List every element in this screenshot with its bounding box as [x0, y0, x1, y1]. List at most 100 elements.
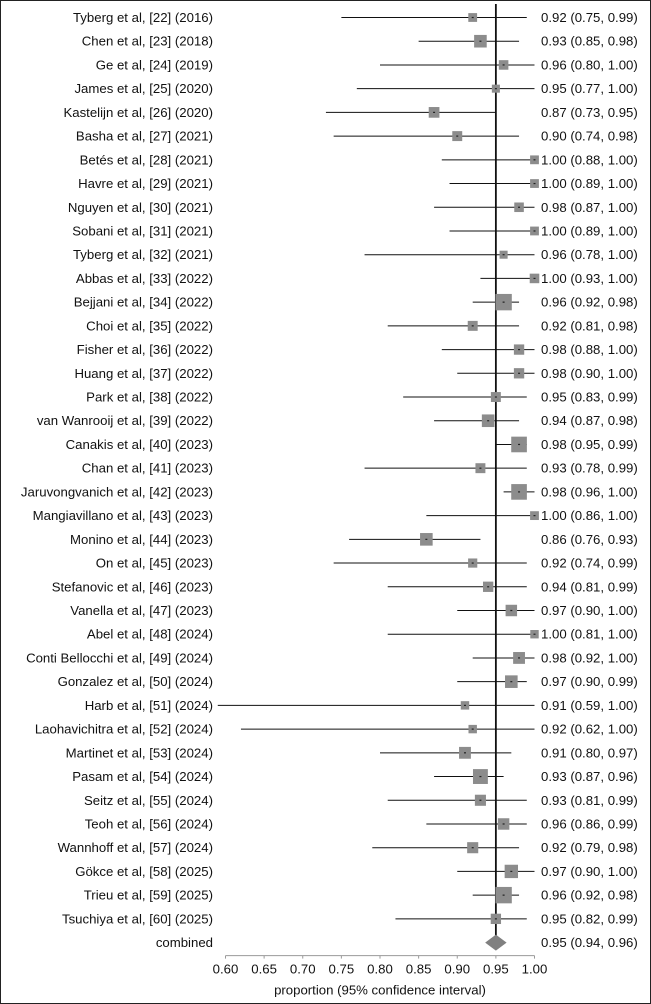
estimate-value: 1.00 (0.88, 1.00)	[541, 152, 638, 167]
point-estimate-dot	[494, 88, 497, 90]
point-estimate-dot	[471, 325, 474, 327]
point-estimate-dot	[518, 372, 521, 374]
estimate-value: 0.95 (0.77, 1.00)	[541, 81, 638, 96]
study-label: Choi et al, [35] (2022)	[86, 318, 213, 333]
point-estimate-dot	[533, 182, 536, 185]
study-label: Gökce et al, [58] (2025)	[75, 864, 213, 879]
estimate-value: 1.00 (0.81, 1.00)	[541, 627, 638, 642]
estimate-value: 0.98 (0.95, 0.99)	[541, 437, 638, 452]
estimate-value: 0.97 (0.90, 1.00)	[541, 603, 638, 618]
point-estimate-dot	[510, 870, 513, 873]
estimate-value: 0.98 (0.88, 1.00)	[541, 342, 638, 357]
estimate-value: 0.87 (0.73, 0.95)	[541, 105, 638, 120]
point-estimate-dot	[433, 111, 436, 113]
point-estimate-dot	[518, 206, 521, 208]
study-label: Abel et al, [48] (2024)	[87, 627, 213, 642]
study-label: Bejjani et al, [34] (2022)	[74, 295, 213, 310]
point-estimate-dot	[502, 301, 505, 303]
x-tick-label: 0.80	[367, 962, 393, 977]
study-label: Abbas et al, [33] (2022)	[76, 271, 213, 286]
x-tick-label: 0.85	[406, 962, 432, 977]
point-estimate-dot	[533, 230, 536, 232]
estimate-value: 0.96 (0.78, 1.00)	[541, 247, 638, 262]
point-estimate-dot	[487, 586, 490, 588]
x-tick-label: 0.70	[290, 962, 316, 977]
estimate-value: 0.90 (0.74, 0.98)	[541, 129, 638, 144]
point-estimate-dot	[502, 823, 505, 825]
study-label: van Wanrooij et al, [39] (2022)	[37, 413, 213, 428]
x-tick-label: 1.00	[522, 962, 548, 977]
study-label: Wannhoff et al, [57] (2024)	[58, 840, 213, 855]
point-estimate-dot	[479, 775, 482, 778]
point-estimate-dot	[463, 752, 466, 754]
combined-value: 0.95 (0.94, 0.96)	[541, 935, 638, 950]
x-tick-label: 0.75	[329, 962, 355, 977]
estimate-value: 0.94 (0.81, 0.99)	[541, 579, 638, 594]
estimate-value: 1.00 (0.93, 1.00)	[541, 271, 638, 286]
point-estimate-dot	[518, 657, 521, 659]
point-estimate-dot	[533, 515, 536, 517]
study-label: Chen et al, [23] (2018)	[82, 34, 213, 49]
combined-diamond	[485, 934, 507, 951]
estimate-value: 0.96 (0.86, 0.99)	[541, 816, 638, 831]
study-label: Tsuchiya et al, [60] (2025)	[62, 911, 213, 926]
point-estimate-dot	[494, 918, 497, 920]
point-estimate-dot	[479, 40, 482, 42]
estimate-value: 0.94 (0.87, 0.98)	[541, 413, 638, 428]
x-tick-label: 0.60	[213, 962, 239, 977]
point-estimate-dot	[471, 728, 474, 730]
point-estimate-dot	[502, 254, 505, 256]
point-estimate-dot	[471, 562, 474, 564]
estimate-value: 0.98 (0.92, 1.00)	[541, 650, 638, 665]
study-label: Fisher et al, [36] (2022)	[77, 342, 213, 357]
estimate-value: 0.96 (0.80, 1.00)	[541, 57, 638, 72]
x-axis-label: proportion (95% confidence interval)	[274, 983, 486, 998]
study-label: Tyberg et al, [32] (2021)	[73, 247, 213, 262]
estimate-value: 0.93 (0.87, 0.96)	[541, 769, 638, 784]
point-estimate-dot	[502, 64, 505, 66]
study-label: Monino et al, [44] (2023)	[70, 532, 213, 547]
point-estimate-dot	[518, 443, 521, 446]
point-estimate-dot	[533, 277, 536, 280]
estimate-value: 0.96 (0.92, 0.98)	[541, 888, 638, 903]
study-label: Basha et al, [27] (2021)	[76, 129, 213, 144]
estimate-value: 0.96 (0.92, 0.98)	[541, 295, 638, 310]
study-label: Trieu et al, [59] (2025)	[84, 888, 213, 903]
point-estimate-dot	[533, 633, 536, 635]
point-estimate-dot	[533, 159, 536, 161]
point-estimate-dot	[510, 681, 513, 683]
study-label: Harb et al, [51] (2024)	[85, 698, 213, 713]
study-label: Huang et al, [37] (2022)	[74, 366, 213, 381]
point-estimate-dot	[502, 894, 505, 896]
x-tick-label: 0.95	[483, 962, 509, 977]
study-label: Martinet et al, [53] (2024)	[66, 745, 213, 760]
study-label: Teoh et al, [56] (2024)	[85, 816, 213, 831]
x-tick-label: 0.90	[444, 962, 470, 977]
study-label: Pasam et al, [54] (2024)	[72, 769, 213, 784]
point-estimate-dot	[510, 609, 513, 612]
point-estimate-dot	[494, 396, 497, 398]
study-label: Park et al, [38] (2022)	[86, 390, 213, 405]
study-label: James et al, [25] (2020)	[74, 81, 213, 96]
point-estimate-dot	[518, 491, 521, 493]
study-label: Mangiavillano et al, [43] (2023)	[33, 508, 213, 523]
study-label: Kastelijn et al, [26] (2020)	[63, 105, 213, 120]
study-label: Canakis et al, [40] (2023)	[66, 437, 213, 452]
study-label: Sobani et al, [31] (2021)	[72, 223, 213, 238]
study-label: Tyberg et al, [22] (2016)	[73, 10, 213, 25]
point-estimate-dot	[456, 135, 459, 137]
estimate-value: 0.97 (0.90, 1.00)	[541, 864, 638, 879]
estimate-value: 1.00 (0.89, 1.00)	[541, 223, 638, 238]
study-label: Betés et al, [28] (2021)	[80, 152, 213, 167]
point-estimate-dot	[463, 704, 466, 706]
estimate-value: 0.93 (0.78, 0.99)	[541, 461, 638, 476]
study-label: Chan et al, [41] (2023)	[82, 461, 213, 476]
estimate-value: 0.93 (0.81, 0.99)	[541, 793, 638, 808]
study-label: Stefanovic et al, [46] (2023)	[52, 579, 213, 594]
estimate-value: 0.91 (0.80, 0.97)	[541, 745, 638, 760]
estimate-value: 0.86 (0.76, 0.93)	[541, 532, 638, 547]
estimate-value: 0.98 (0.90, 1.00)	[541, 366, 638, 381]
point-estimate-dot	[487, 420, 490, 422]
estimate-value: 0.98 (0.87, 1.00)	[541, 200, 638, 215]
estimate-value: 1.00 (0.89, 1.00)	[541, 176, 638, 191]
